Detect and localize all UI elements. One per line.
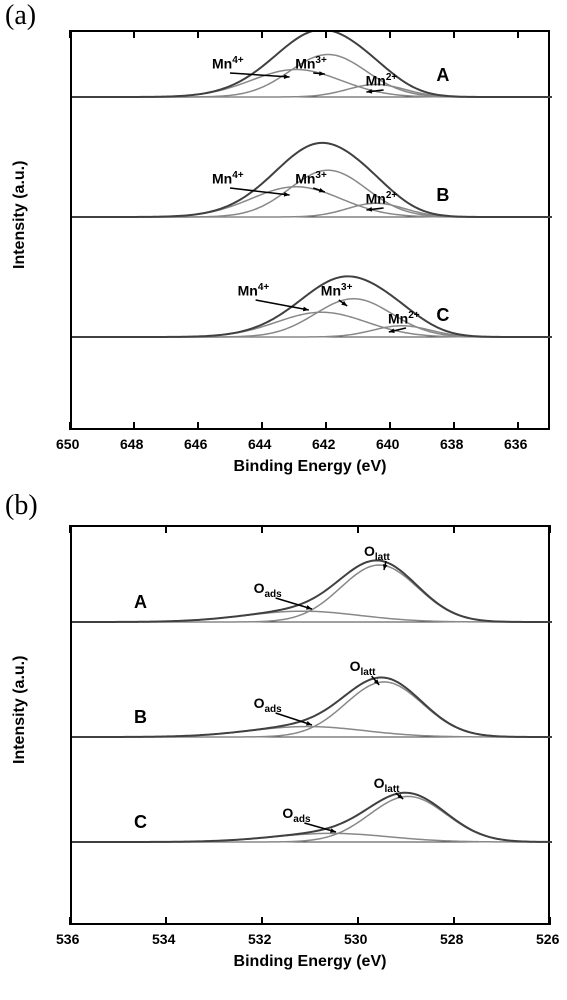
x-tick-label: 526 — [536, 931, 559, 947]
x-tick — [69, 525, 71, 533]
x-tick — [133, 30, 135, 38]
peak-annotation: Mn4+ — [212, 55, 244, 72]
x-tick — [389, 422, 391, 430]
x-tick — [261, 422, 263, 430]
peak-annotation: Mn4+ — [212, 170, 244, 187]
x-tick — [261, 525, 263, 533]
x-tick — [357, 525, 359, 533]
x-tick — [357, 917, 359, 925]
x-tick-label: 636 — [504, 436, 527, 452]
x-tick — [165, 525, 167, 533]
series-label: A — [436, 65, 449, 86]
x-tick — [165, 917, 167, 925]
x-tick — [453, 422, 455, 430]
peak-annotation: Mn3+ — [295, 170, 327, 187]
panel-b-label: (b) — [5, 490, 38, 522]
peak-annotation: Mn3+ — [321, 282, 353, 299]
x-tick-label: 640 — [376, 436, 399, 452]
x-tick — [325, 422, 327, 430]
x-axis-label-a: Binding Energy (eV) — [70, 458, 550, 476]
peak-annotation: Olatt — [374, 775, 400, 795]
series-label: C — [436, 305, 449, 326]
x-tick-label: 650 — [56, 436, 79, 452]
x-tick-label: 530 — [344, 931, 367, 947]
peak-annotation: Oads — [254, 580, 282, 600]
x-tick — [453, 917, 455, 925]
x-tick — [69, 422, 71, 430]
x-axis-label-b: Binding Energy (eV) — [70, 953, 550, 971]
x-tick-label: 644 — [248, 436, 271, 452]
x-tick — [453, 30, 455, 38]
x-tick-label: 528 — [440, 931, 463, 947]
series-label: A — [134, 592, 147, 613]
x-tick — [197, 30, 199, 38]
x-tick-label: 646 — [184, 436, 207, 452]
peak-annotation: Mn3+ — [295, 55, 327, 72]
chart-a: Intensity (a.u.) Binding Energy (eV) 650… — [0, 30, 567, 500]
x-tick-label: 648 — [120, 436, 143, 452]
peak-annotation: Mn4+ — [238, 282, 270, 299]
x-tick-label: 534 — [152, 931, 175, 947]
x-tick — [453, 525, 455, 533]
plot-area-a — [70, 30, 550, 430]
series-label: B — [436, 185, 449, 206]
x-tick-label: 536 — [56, 931, 79, 947]
peak-annotation: Olatt — [364, 543, 390, 563]
panel-a-label: (a) — [5, 0, 36, 32]
peak-annotation: Olatt — [350, 658, 376, 678]
y-axis-label-a: Intensity (a.u.) — [11, 189, 29, 269]
x-tick — [517, 422, 519, 430]
peak-annotation: Oads — [282, 805, 310, 825]
x-tick — [325, 30, 327, 38]
x-tick-label: 642 — [312, 436, 335, 452]
peak-annotation: Oads — [254, 695, 282, 715]
x-tick — [69, 917, 71, 925]
x-tick — [389, 30, 391, 38]
peak-annotation: Mn2+ — [366, 190, 398, 207]
chart-b: Intensity (a.u.) Binding Energy (eV) 536… — [0, 525, 567, 995]
x-tick-label: 532 — [248, 931, 271, 947]
y-axis-label-b: Intensity (a.u.) — [11, 684, 29, 764]
peak-annotation: Mn2+ — [388, 310, 420, 327]
x-tick — [517, 30, 519, 38]
series-label: C — [134, 812, 147, 833]
x-tick — [549, 917, 551, 925]
x-tick — [69, 30, 71, 38]
x-tick — [133, 422, 135, 430]
x-tick — [261, 917, 263, 925]
x-tick — [197, 422, 199, 430]
x-tick — [549, 525, 551, 533]
x-tick — [261, 30, 263, 38]
series-label: B — [134, 707, 147, 728]
x-tick-label: 638 — [440, 436, 463, 452]
peak-annotation: Mn2+ — [366, 72, 398, 89]
